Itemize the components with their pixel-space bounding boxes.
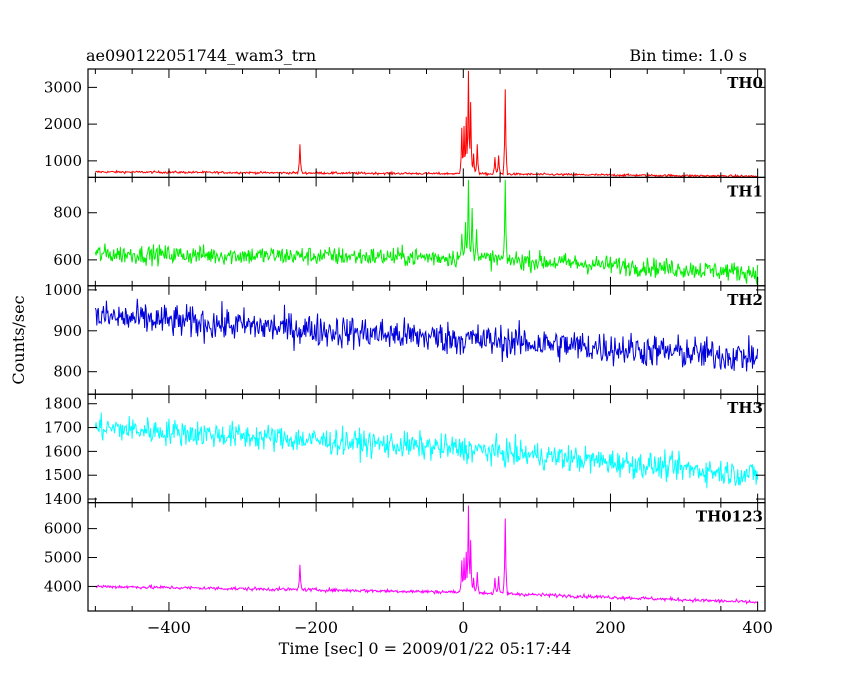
x-tick-label: 400 [742, 618, 773, 637]
y-tick-label: 1500 [44, 466, 82, 484]
series-th0123 [95, 505, 759, 605]
bin-time-label: Bin time: 1.0 s [629, 46, 747, 65]
panel-frame [87, 68, 766, 179]
x-axis: −400 −200 0 200 400 [147, 618, 773, 637]
panel-th2: 800 900 1000 TH2 [44, 281, 766, 395]
series-th0 [95, 70, 758, 178]
series-th1 [94, 179, 759, 285]
y-tick-label: 1700 [44, 419, 82, 437]
x-axis-label: Time [sec] 0 = 2009/01/22 05:17:44 [279, 639, 572, 658]
x-tick-label: −400 [147, 618, 191, 637]
y-tick-label: 4000 [44, 577, 82, 595]
y-tick-label: 1000 [44, 281, 82, 299]
panel-label-th2: TH2 [727, 291, 763, 309]
y-tick-label: 900 [53, 322, 82, 340]
series-th3 [94, 412, 759, 489]
y-tick-label: 1600 [44, 442, 82, 460]
panel-th0123: 4000 5000 6000 TH0123 [44, 502, 766, 612]
y-tick-label: 800 [53, 363, 82, 381]
y-tick-label: 3000 [44, 78, 82, 96]
panel-frame [87, 393, 766, 504]
y-tick-label: 1000 [44, 152, 82, 170]
panel-label-th3: TH3 [727, 399, 763, 417]
y-tick-label: 5000 [44, 549, 82, 567]
x-tick-label: 200 [595, 618, 626, 637]
series-th2 [94, 298, 759, 372]
y-tick-label: 2000 [44, 115, 82, 133]
y-tick-label: 600 [53, 251, 82, 269]
panel-frame [87, 502, 766, 612]
panel-th3: 1400 1500 1600 1700 1800 TH3 [44, 393, 766, 508]
panel-label-th0: TH0 [727, 74, 763, 92]
panel-th0: 1000 2000 3000 TH0 [44, 68, 766, 179]
y-tick-label: 1800 [44, 395, 82, 413]
x-tick-label: 0 [458, 618, 468, 637]
panel-label-th0123: TH0123 [696, 508, 763, 526]
observation-id: ae090122051744_wam3_trn [86, 46, 316, 65]
x-tick-label: −200 [294, 618, 338, 637]
y-axis-label: Counts/sec [9, 295, 28, 384]
panel-label-th1: TH1 [727, 182, 763, 200]
panels: 1000 2000 3000 TH0 600 800 TH1 800 900 1000 TH2 140… [44, 68, 766, 612]
panel-th1: 600 800 TH1 [53, 176, 766, 287]
y-tick-label: 6000 [44, 520, 82, 538]
y-tick-label: 1400 [44, 490, 82, 508]
y-tick-label: 800 [53, 204, 82, 222]
